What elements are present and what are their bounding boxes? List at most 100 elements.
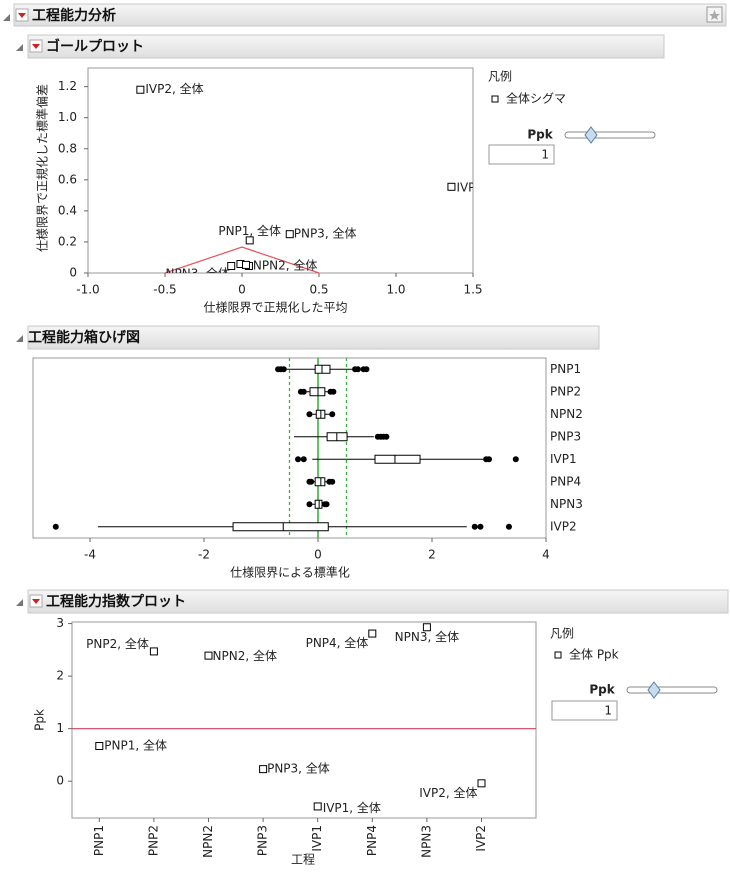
- x-tick-label: -0.5: [153, 283, 176, 297]
- outlier: [323, 501, 330, 508]
- slider-input[interactable]: [551, 700, 618, 721]
- x-tick-label: 1.5: [463, 283, 482, 297]
- y-tick-label: 0.2: [58, 234, 77, 248]
- category-label: IVP1: [550, 452, 577, 466]
- plot-content: IVP2, 全体 IVP1, 全体 PNP1, 全体 PNP3, 全体 NPN2, 全体…: [136, 81, 514, 273]
- box: [314, 477, 326, 487]
- disclosure-icon[interactable]: [16, 44, 23, 51]
- legend-title: 凡例: [488, 70, 512, 84]
- section-title: 工程能力箱ひげ図: [28, 329, 140, 346]
- slider-thumb[interactable]: [647, 681, 661, 699]
- y-tick-label: 0: [56, 774, 64, 788]
- x-axis-label: 仕様限界で正規化した平均: [203, 300, 347, 315]
- outlier: [363, 366, 370, 373]
- legend-label: 全体シグマ: [506, 91, 566, 106]
- slider-label: Ppk: [589, 683, 615, 697]
- outlier: [300, 456, 307, 463]
- y-axis-label: Ppk: [33, 709, 47, 731]
- point-label: PNP1, 全体: [218, 223, 281, 238]
- disclosure-icon[interactable]: [3, 14, 10, 21]
- y-tick-label: 1.2: [58, 79, 77, 93]
- x-axis-label: 仕様限界による標準化: [230, 565, 350, 580]
- menu-arrow: [32, 44, 40, 49]
- menu-arrow: [32, 599, 40, 604]
- section-bar: [27, 325, 600, 350]
- x-tick-label: PNP4: [365, 825, 379, 856]
- outlier: [383, 433, 390, 440]
- category-label: NPN2: [550, 407, 583, 421]
- x-tick-label: PNP1: [92, 825, 106, 856]
- point: [259, 765, 268, 774]
- x-tick-label: 0: [314, 548, 322, 562]
- point-label: PNP1, 全体: [104, 738, 167, 753]
- x-tick-label: PNP3: [256, 825, 270, 856]
- legend-marker: [491, 95, 499, 103]
- outlier: [512, 456, 519, 463]
- slider-track: [626, 686, 718, 694]
- slider-label: Ppk: [527, 128, 553, 142]
- point-label: IVP1, 全体: [323, 800, 381, 815]
- point: [242, 260, 251, 269]
- x-tick-label: 0.5: [309, 283, 328, 297]
- category-label: NPN3: [550, 497, 583, 511]
- slider-track: [564, 131, 656, 139]
- point-label: PNP3, 全体: [294, 226, 357, 241]
- goal-line: [164, 246, 320, 273]
- box: [309, 387, 326, 397]
- point-label: PNP3, 全体: [267, 761, 330, 776]
- point-label: IVP1, 全体: [456, 179, 514, 194]
- y-tick-label: 0.6: [58, 172, 77, 186]
- disclosure-icon[interactable]: [16, 335, 23, 342]
- slider-thumb[interactable]: [584, 126, 598, 144]
- pin-icon: [709, 10, 720, 20]
- x-tick-label: IVP2: [474, 825, 488, 852]
- slider-input[interactable]: [488, 144, 555, 165]
- category-label: PNP3: [550, 429, 581, 443]
- section-bar: [27, 589, 729, 614]
- point-label: NPN2, 全体: [213, 648, 277, 663]
- plot-frame: [87, 67, 474, 274]
- outlier: [329, 411, 336, 418]
- menu-arrow: [18, 13, 26, 18]
- outlier: [52, 523, 59, 530]
- disclosure-icon[interactable]: [16, 599, 23, 606]
- point-label: IVP2, 全体: [145, 81, 203, 96]
- plot-content: PNP1, 全体 PNP2, 全体 NPN2, 全体 PNP3, 全体 IVP1, 全体…: [86, 623, 486, 815]
- point-label: NPN2, 全体: [253, 258, 317, 273]
- section-title: 工程能力指数プロット: [46, 593, 186, 610]
- legend-label: 全体 Ppk: [569, 647, 619, 662]
- outlier: [295, 456, 302, 463]
- outlier: [280, 366, 287, 373]
- outlier: [486, 456, 492, 463]
- section-bar: [27, 34, 665, 59]
- y-tick-label: 2: [56, 669, 64, 683]
- y-tick-label: 0.4: [58, 203, 77, 217]
- x-tick-label: IVP1: [310, 825, 324, 852]
- x-tick-label: 0: [238, 283, 246, 297]
- section-title: ゴールプロット: [46, 38, 144, 55]
- y-tick-label: 0: [69, 266, 77, 280]
- x-tick-label: 1.0: [386, 283, 405, 297]
- outlier: [354, 366, 361, 373]
- point-label: PNP4, 全体: [306, 635, 369, 650]
- point-label: IVP2, 全体: [419, 785, 477, 800]
- y-tick-label: 1.0: [58, 110, 77, 124]
- x-axis-label: 工程: [291, 852, 315, 867]
- x-tick-label: PNP2: [146, 825, 160, 856]
- point: [447, 182, 456, 191]
- x-tick-label: 4: [542, 548, 550, 562]
- point: [245, 236, 254, 245]
- outlier: [330, 388, 337, 395]
- outlier: [471, 523, 478, 530]
- point: [477, 779, 486, 788]
- y-tick-label: 0.8: [58, 141, 77, 155]
- box: [232, 522, 329, 532]
- category-label: PNP4: [550, 474, 581, 488]
- legend-title: 凡例: [550, 627, 574, 641]
- header-bar: [13, 3, 727, 27]
- window-title: 工程能力分析: [32, 7, 116, 24]
- category-label: IVP2: [550, 519, 577, 533]
- point: [368, 629, 377, 638]
